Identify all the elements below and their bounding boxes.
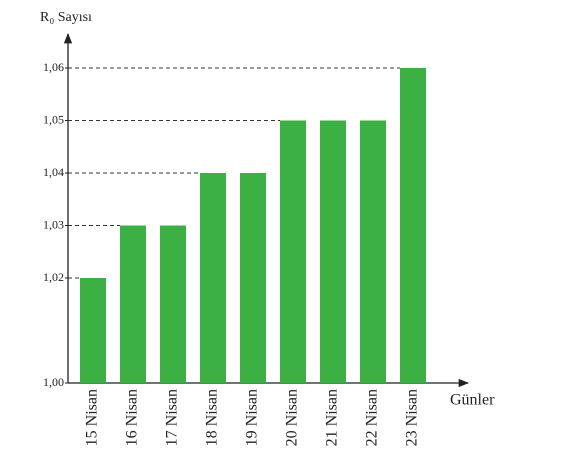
bar	[120, 225, 146, 383]
x-tick-label: 18 Nisan	[204, 389, 221, 446]
x-tick-label: 15 Nisan	[84, 389, 101, 446]
x-tick-label: 23 Nisan	[404, 389, 421, 446]
x-axis-label: Günler	[450, 392, 495, 409]
x-tick-label: 21 Nisan	[324, 389, 341, 446]
bar	[200, 173, 226, 383]
bar	[320, 120, 346, 383]
y-tick-label: 1,03	[43, 217, 64, 231]
y-tick-label: 1,00	[43, 375, 64, 389]
y-tick-label: 1,04	[43, 165, 64, 179]
bar	[160, 225, 186, 383]
bar	[240, 173, 266, 383]
x-tick-label: 19 Nisan	[244, 389, 261, 446]
bar	[80, 278, 106, 383]
y-tick-label: 1,06	[43, 60, 64, 74]
y-tick-label: 1,02	[43, 270, 64, 284]
bar	[280, 120, 306, 383]
x-tick-label: 16 Nisan	[124, 389, 141, 446]
bar	[400, 68, 426, 383]
x-tick-label: 17 Nisan	[164, 389, 181, 446]
x-tick-label: 22 Nisan	[364, 389, 381, 446]
bar	[360, 120, 386, 383]
y-tick-label: 1,05	[43, 112, 64, 126]
x-tick-label: 20 Nisan	[284, 389, 301, 446]
y-axis-label: R₀ Sayısı	[40, 10, 92, 25]
